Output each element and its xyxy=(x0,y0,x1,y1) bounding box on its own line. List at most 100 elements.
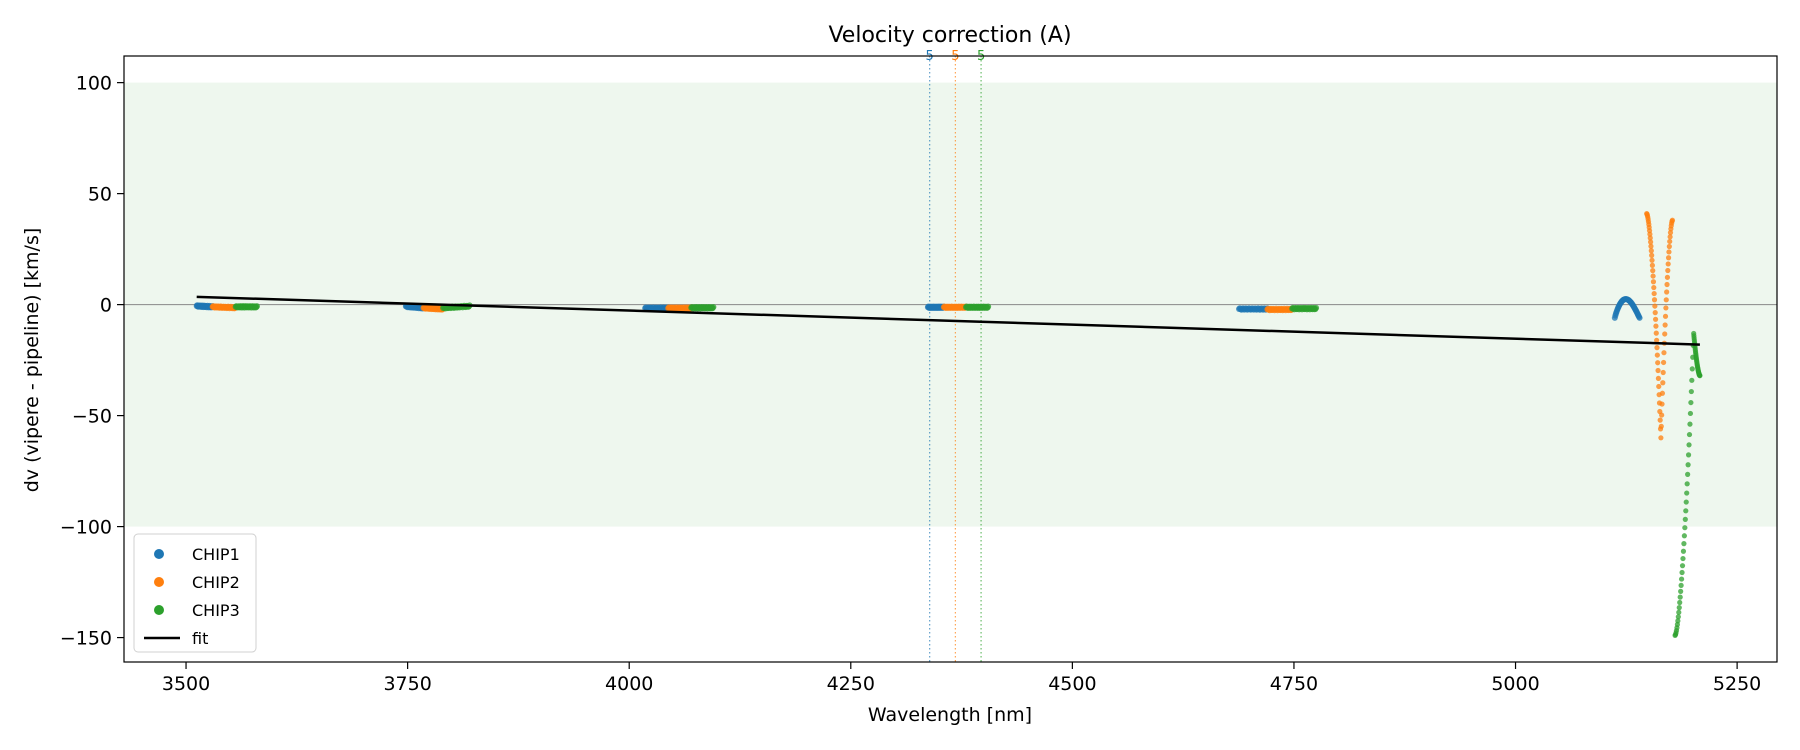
chip3-point xyxy=(1679,569,1685,576)
chip3-point xyxy=(1681,533,1687,539)
chip3-point xyxy=(1687,410,1694,417)
x-tick-label: 4250 xyxy=(827,673,875,695)
chip2-point xyxy=(1652,303,1658,309)
x-tick-label: 4500 xyxy=(1048,673,1096,695)
chip3-point xyxy=(253,303,260,310)
x-tick-label: 5250 xyxy=(1713,673,1761,695)
legend-label: CHIP3 xyxy=(192,601,240,620)
chip3-point xyxy=(710,303,717,310)
y-tick-label: 100 xyxy=(76,73,112,95)
x-tick-label: 3500 xyxy=(162,673,210,695)
chip2-point xyxy=(1647,235,1653,241)
chip3-point xyxy=(1677,594,1683,600)
fit-line xyxy=(196,295,1700,346)
chip2-point xyxy=(1666,249,1672,255)
chip2-point xyxy=(1656,383,1662,390)
chip3-point xyxy=(1682,516,1688,522)
chip3-point xyxy=(1680,548,1687,554)
chip2-point xyxy=(1663,297,1669,303)
chip2-point xyxy=(1665,261,1671,267)
chip2-point xyxy=(1660,380,1666,386)
chip3-point xyxy=(1676,605,1682,611)
y-tick-label: −150 xyxy=(60,628,112,650)
x-tick-label: 4000 xyxy=(605,673,653,695)
axes-frame xyxy=(123,55,1778,663)
chip2-point xyxy=(1667,234,1673,240)
chip2-point xyxy=(1650,268,1656,274)
chip2-point xyxy=(1660,369,1666,376)
legend-label: CHIP2 xyxy=(192,573,240,592)
chip3-point xyxy=(1677,599,1683,606)
legend-box xyxy=(133,533,257,653)
chip2-point xyxy=(1663,305,1669,311)
chip3-point xyxy=(1683,508,1689,514)
y-tick-label: −50 xyxy=(72,406,112,428)
chip2-point xyxy=(1660,359,1667,366)
chip2-point xyxy=(1664,274,1671,280)
chip2-point xyxy=(1652,310,1658,316)
chip3-point xyxy=(1687,421,1693,427)
x-axis-label: Wavelength [nm] xyxy=(868,704,1032,726)
chip2-point xyxy=(1659,412,1665,418)
chip3-point xyxy=(1685,471,1691,477)
chip3-point xyxy=(1675,614,1681,620)
chip3-point xyxy=(1678,576,1685,582)
y-tick-label: 50 xyxy=(88,184,112,206)
chip2-point xyxy=(1664,289,1670,295)
chip2-point xyxy=(1666,243,1672,250)
chip2-point xyxy=(1669,217,1676,223)
chip2-point xyxy=(1659,390,1666,396)
legend-chip1-swatch xyxy=(154,549,164,559)
x-tick-label: 3750 xyxy=(383,673,431,695)
chip3-point xyxy=(1689,366,1695,372)
chip2-point xyxy=(1665,255,1672,261)
chip2-point xyxy=(1655,360,1661,366)
chip2-point xyxy=(1651,284,1657,291)
chip2-point xyxy=(1664,281,1670,288)
chip2-point xyxy=(1650,279,1657,285)
chip3-point xyxy=(1679,563,1686,569)
chip3-point xyxy=(1684,490,1690,496)
chip3-point xyxy=(1676,609,1682,615)
chip3-point xyxy=(1682,525,1688,531)
legend: CHIP1 CHIP2 CHIP3 fit xyxy=(133,533,257,653)
chip2-point xyxy=(1650,273,1656,279)
y-tick-label: 0 xyxy=(100,295,112,317)
chart-title: Velocity correction (A) xyxy=(828,23,1071,48)
chip3-point xyxy=(1688,388,1694,395)
legend-label: fit xyxy=(192,629,208,648)
chip3-point xyxy=(1683,499,1689,505)
chip3-point xyxy=(1680,555,1686,562)
chip2-point xyxy=(1654,345,1660,351)
chip3-point xyxy=(1686,431,1693,438)
chip3-point xyxy=(1678,588,1684,594)
y-tick-label: −100 xyxy=(60,517,112,539)
y-axis-label: dv (vipere - pipeline) [km/s] xyxy=(21,228,43,493)
chip2-point xyxy=(1662,313,1669,319)
chip3-point xyxy=(1684,481,1690,487)
chip3-point xyxy=(1678,582,1684,588)
chip2-point xyxy=(1659,401,1665,407)
chip2-point xyxy=(1648,239,1654,245)
chip2-point xyxy=(1661,350,1667,356)
legend-chip3-swatch xyxy=(154,605,164,615)
chip2-point xyxy=(1665,267,1671,274)
chip2-point xyxy=(1651,297,1658,303)
chip3-point xyxy=(1685,462,1691,468)
chip2-point xyxy=(1651,290,1657,297)
legend-label: CHIP1 xyxy=(192,545,240,564)
chip2-point xyxy=(1662,331,1668,337)
chip3-point xyxy=(1681,541,1687,547)
chip2-point xyxy=(1647,231,1653,237)
chip3-point xyxy=(985,303,992,310)
chip3-point xyxy=(1686,442,1692,448)
chip2-point xyxy=(1653,330,1659,336)
chip2-point xyxy=(1655,367,1661,374)
chip2-point xyxy=(1649,252,1655,259)
x-tick-label: 5000 xyxy=(1491,673,1539,695)
chip2-point xyxy=(1658,423,1664,429)
chip2-point xyxy=(1649,257,1655,263)
chip2-point xyxy=(1662,322,1668,328)
chip3-point xyxy=(1675,618,1681,624)
